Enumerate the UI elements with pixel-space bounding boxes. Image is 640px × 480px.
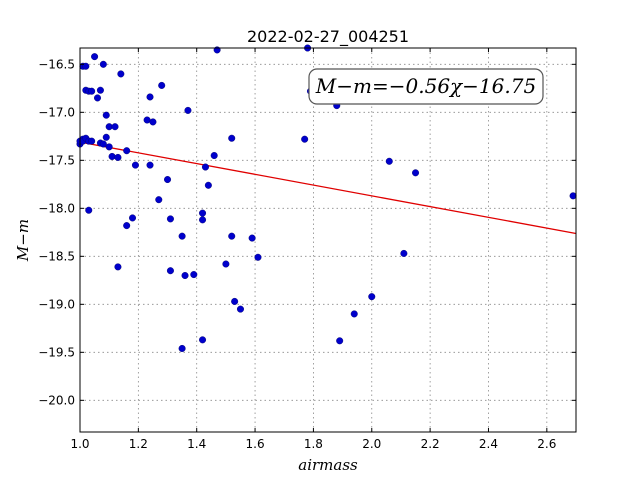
data-point <box>412 169 420 177</box>
data-point <box>114 263 122 271</box>
data-point <box>105 123 113 131</box>
x-tick-label: 2.4 <box>479 437 498 451</box>
data-point <box>102 133 110 141</box>
data-point <box>199 336 207 344</box>
data-point <box>181 272 189 280</box>
data-point <box>228 232 236 240</box>
data-point <box>143 116 151 124</box>
data-point <box>201 163 209 171</box>
x-tick-label: 2.0 <box>362 437 381 451</box>
data-point <box>199 209 207 217</box>
data-points <box>76 44 577 352</box>
data-point <box>210 152 218 160</box>
y-tick-label: −19.0 <box>38 297 75 311</box>
data-point <box>248 234 256 242</box>
data-point <box>301 135 309 143</box>
data-point <box>204 181 212 189</box>
data-point <box>178 232 186 240</box>
data-point <box>94 94 102 102</box>
data-point <box>123 147 131 155</box>
data-point <box>111 123 119 131</box>
annotation-box <box>308 68 544 105</box>
data-point <box>131 161 139 169</box>
data-point <box>146 161 154 169</box>
y-tick-label: −20.0 <box>38 393 75 407</box>
fit-line-group <box>79 141 577 235</box>
data-point <box>96 86 104 94</box>
x-tick-label: 2.6 <box>537 437 556 451</box>
annotation-text: M−m=−0.56χ−16.75 <box>315 74 536 98</box>
y-tick-label: −17.0 <box>38 105 75 119</box>
data-point <box>400 249 408 257</box>
data-point <box>569 192 577 200</box>
plot-frame <box>79 47 577 433</box>
data-point <box>178 344 186 352</box>
plot-area <box>80 48 576 432</box>
fit-line <box>79 141 577 235</box>
data-point <box>149 118 157 126</box>
data-point <box>85 206 93 214</box>
data-point <box>368 293 376 301</box>
data-point <box>117 70 125 78</box>
data-point <box>82 62 90 70</box>
data-point <box>99 60 107 68</box>
data-point <box>231 297 239 305</box>
y-tick-label: −17.5 <box>38 153 75 167</box>
data-point <box>88 137 96 145</box>
data-point <box>102 111 110 119</box>
x-tick-label: 1.0 <box>70 437 89 451</box>
x-axis-label: airmass <box>298 456 358 474</box>
data-point <box>146 93 154 101</box>
data-point <box>190 271 198 279</box>
y-tick-label: −18.5 <box>38 249 75 263</box>
data-point <box>114 153 122 161</box>
data-point <box>236 305 244 313</box>
data-point <box>91 53 99 61</box>
y-axis-label: M−m <box>14 219 32 262</box>
data-point <box>336 337 344 345</box>
data-point <box>99 140 107 148</box>
data-point <box>254 253 262 261</box>
data-point <box>155 196 163 204</box>
data-point <box>164 176 172 184</box>
x-tick-label: 1.2 <box>129 437 148 451</box>
y-tick-label: −18.0 <box>38 201 75 215</box>
data-point <box>166 215 174 223</box>
x-tick-label: 1.6 <box>246 437 265 451</box>
x-tick-label: 1.8 <box>304 437 323 451</box>
fit-annotation: M−m=−0.56χ−16.75 <box>308 68 544 105</box>
data-point <box>166 267 174 275</box>
y-tick-label: −16.5 <box>38 57 75 71</box>
data-point <box>158 81 166 89</box>
data-point <box>88 87 96 95</box>
data-point <box>199 216 207 224</box>
x-tick-label: 2.2 <box>421 437 440 451</box>
data-point <box>105 143 113 151</box>
x-tick-label: 1.4 <box>187 437 206 451</box>
data-point <box>228 134 236 142</box>
data-point <box>129 214 137 222</box>
y-tick-label: −19.5 <box>38 345 75 359</box>
data-point <box>123 222 131 230</box>
data-point <box>108 152 116 160</box>
data-point <box>184 106 192 114</box>
data-point <box>385 157 393 165</box>
axis-ticks: 1.0 1.2 1.4 1.6 1.8 2.0 2.2 2.4 2.6 −16.5 −17.0 −17… <box>38 48 576 451</box>
data-point <box>350 310 358 318</box>
chart-title: 2022-02-27_004251 <box>247 27 409 47</box>
grid-lines <box>79 48 576 432</box>
data-point <box>222 260 230 268</box>
